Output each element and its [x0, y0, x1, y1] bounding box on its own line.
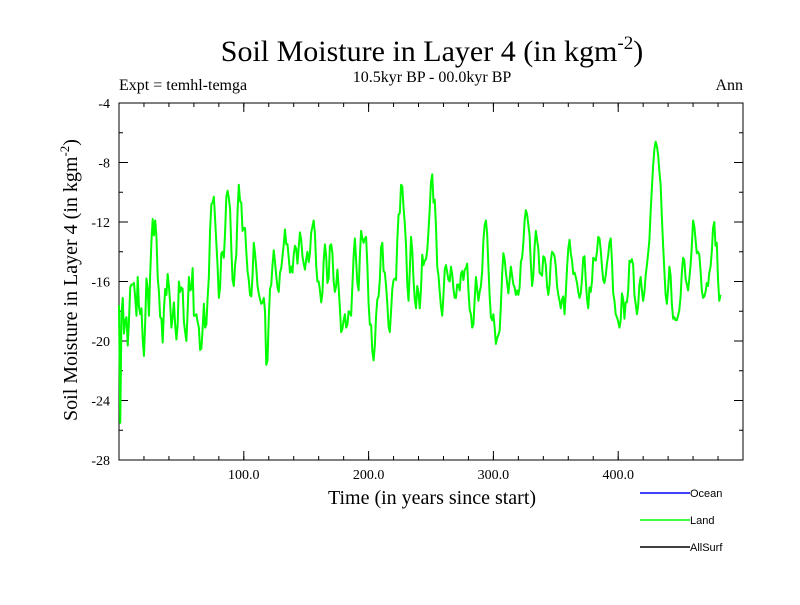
- plot-area: 100.0 200.0 300.0 400.0 -28 -24 -20 -16 -12 -8 -4: [91, 97, 744, 483]
- y-tick-label: -24: [91, 395, 110, 410]
- y-tick-label: -20: [91, 335, 110, 350]
- legend-label-land: Land: [690, 515, 714, 527]
- x-axis-label: Time (in years since start): [328, 487, 536, 509]
- y-tick-label: -4: [98, 97, 110, 112]
- y-tick-label: -12: [91, 216, 110, 231]
- x-tick-label: 300.0: [478, 468, 510, 483]
- legend: Ocean Land AllSurf: [640, 488, 723, 554]
- x-tick-label: 400.0: [602, 468, 634, 483]
- x-tick-label: 200.0: [353, 468, 385, 483]
- y-tick-label: -28: [91, 454, 110, 469]
- x-tick-label: 100.0: [228, 468, 260, 483]
- y-tick-label: -16: [91, 276, 110, 291]
- chart-title: Soil Moisture in Layer 4 (in kgm-2): [221, 33, 643, 68]
- expt-label: Expt = temhl-temga: [119, 77, 247, 94]
- legend-label-ocean: Ocean: [690, 488, 722, 500]
- legend-label-allsurf: AllSurf: [690, 542, 723, 554]
- chart-subtitle: 10.5kyr BP - 00.0kyr BP: [353, 69, 512, 86]
- y-tick-label: -8: [98, 157, 110, 172]
- y-axis-label: Soil Moisture in Layer 4 (in kgm-2): [57, 139, 82, 421]
- season-label: Ann: [715, 77, 743, 94]
- series-line-land: [118, 140, 722, 424]
